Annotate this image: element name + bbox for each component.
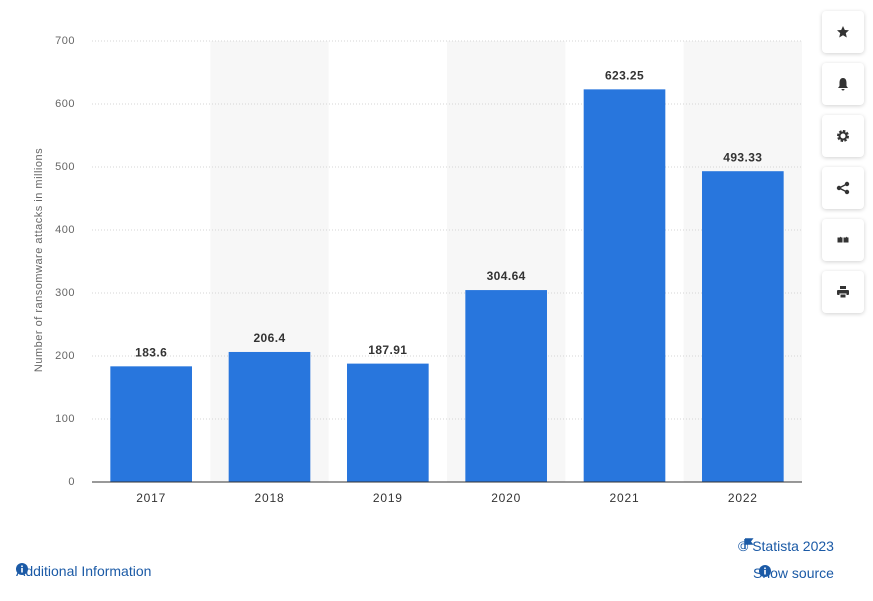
x-tick-label: 2020 xyxy=(491,491,521,505)
bar xyxy=(228,351,311,482)
x-tick-label: 2018 xyxy=(255,491,285,505)
y-tick-label: 400 xyxy=(55,224,75,236)
bar xyxy=(110,366,192,482)
bar xyxy=(702,171,784,483)
bar xyxy=(347,363,429,482)
value-label: 183.6 xyxy=(135,346,167,360)
y-tick-label: 0 xyxy=(68,476,75,488)
value-label: 304.64 xyxy=(487,269,526,283)
additional-info-text: Additional Information xyxy=(16,563,152,579)
x-tick-label: 2021 xyxy=(610,491,640,505)
star-icon xyxy=(837,26,849,38)
copyright-link[interactable]: © Statista 2023 xyxy=(738,538,834,554)
bar xyxy=(583,89,666,482)
value-label: 493.33 xyxy=(723,150,762,164)
share-icon xyxy=(836,181,850,195)
y-axis-label: Number of ransomware attacks in millions xyxy=(33,148,45,372)
bell-icon xyxy=(838,78,848,91)
y-tick-label: 500 xyxy=(55,161,75,173)
flag-icon xyxy=(744,538,754,549)
additional-info-link[interactable]: Additional Information xyxy=(16,563,151,579)
bar xyxy=(465,290,547,482)
value-label: 206.4 xyxy=(253,331,285,345)
y-tick-label: 600 xyxy=(55,98,75,110)
print-icon xyxy=(837,286,849,299)
y-tick-label: 300 xyxy=(55,287,75,299)
info-icon xyxy=(759,565,771,577)
x-tick-label: 2022 xyxy=(728,491,758,505)
gear-icon xyxy=(837,130,849,142)
x-tick-label: 2019 xyxy=(373,491,403,505)
value-label: 623.25 xyxy=(605,69,644,83)
print-button[interactable] xyxy=(822,271,864,313)
x-tick-label: 2017 xyxy=(136,491,166,505)
cite-button[interactable] xyxy=(822,219,864,261)
show-source-text: Show source xyxy=(753,565,834,581)
info-icon xyxy=(16,563,28,575)
value-label: 187.91 xyxy=(368,343,407,357)
copyright-text: © Statista 2023 xyxy=(738,538,834,554)
share-button[interactable] xyxy=(822,167,864,209)
y-tick-label: 700 xyxy=(55,35,75,47)
show-source-link[interactable]: Show source xyxy=(753,565,834,581)
y-tick-label: 100 xyxy=(55,413,75,425)
favorite-button[interactable] xyxy=(822,11,864,53)
settings-button[interactable] xyxy=(822,115,864,157)
y-tick-label: 200 xyxy=(55,350,75,362)
notify-button[interactable] xyxy=(822,63,864,105)
quote-icon xyxy=(837,236,849,243)
